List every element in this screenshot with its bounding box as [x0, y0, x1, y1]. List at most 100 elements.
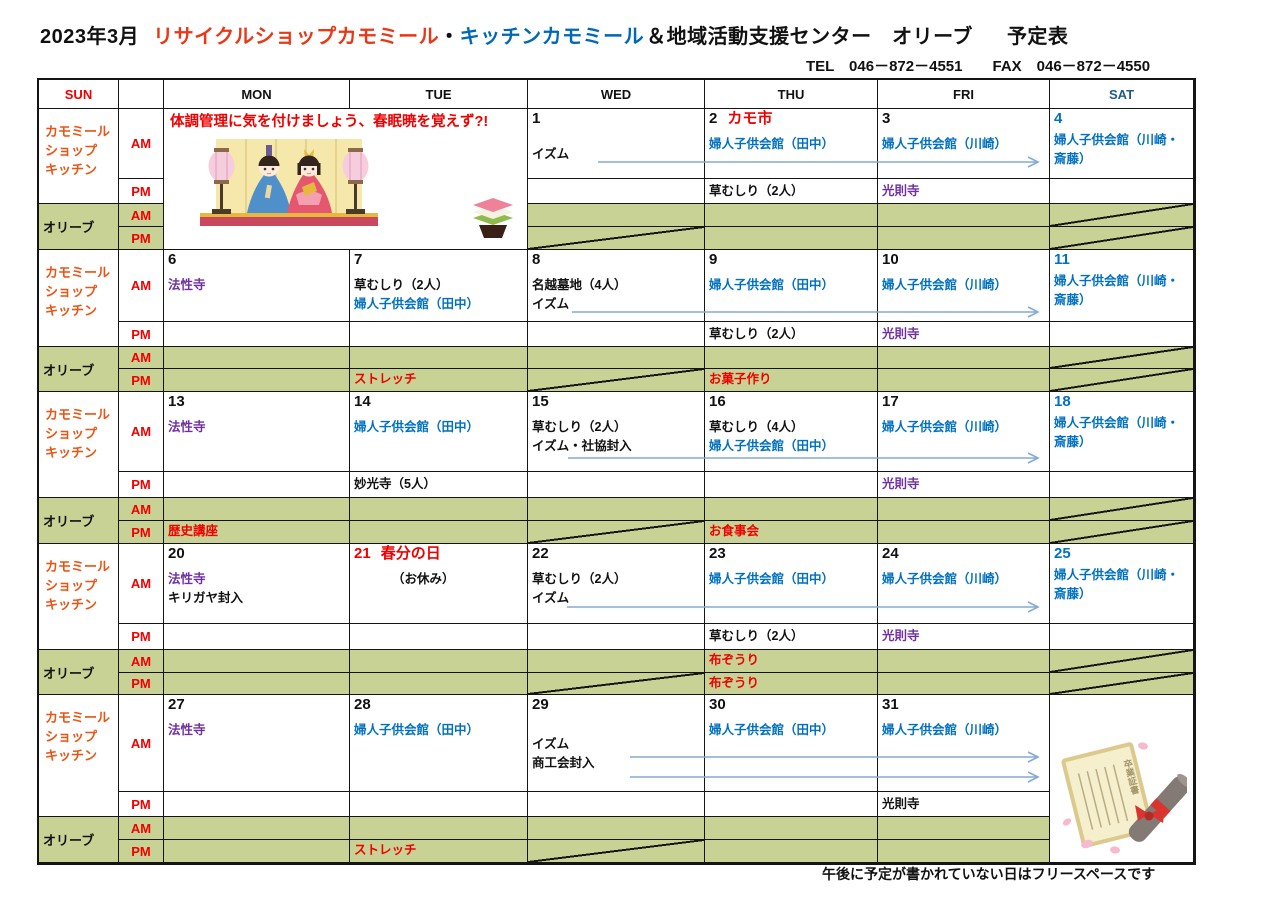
- olive-cell: お菓子作り: [705, 369, 878, 392]
- event-text: 婦人子供会館（田中）: [709, 278, 835, 292]
- day-cell: 18 婦人子供会館（川崎・斎藤）: [1050, 392, 1194, 472]
- olive-cell: 布ぞうり: [705, 673, 878, 695]
- olive-cell: [528, 650, 705, 673]
- title-month: 2023年3月: [40, 26, 140, 48]
- event-text: 草むしり（4人）: [709, 420, 804, 434]
- day-cell: 4 婦人子供会館（川崎・斎藤）: [1050, 109, 1194, 179]
- olive-cell: [705, 840, 878, 863]
- event-text: 婦人子供会館（田中）: [354, 723, 480, 737]
- olive-cell-closed: [528, 227, 705, 250]
- olive-cell-closed: [1050, 227, 1194, 250]
- event-text: 婦人子供会館（川崎・斎藤）: [1054, 274, 1180, 307]
- olive-cell: [878, 347, 1050, 369]
- olive-cell: [164, 817, 350, 840]
- event-text: 草むしり（2人）: [709, 629, 804, 643]
- olive-row-label: オリーブ: [39, 347, 119, 392]
- event-text: 光則寺: [882, 327, 920, 341]
- event-text: 光則寺: [882, 629, 920, 643]
- event-text: 婦人子供会館（田中）: [709, 723, 835, 737]
- ampm-label: PM: [119, 521, 164, 544]
- day-cell: [1050, 624, 1194, 650]
- event-text: 婦人子供会館（川崎・斎藤）: [1054, 133, 1180, 166]
- olive-cell: [350, 521, 528, 544]
- fax-number: FAX 046－872－4550: [992, 58, 1151, 75]
- olive-cell: [878, 840, 1050, 863]
- event-text: イズム: [532, 147, 570, 161]
- day-cell: 20 法性寺 キリガヤ封入: [164, 544, 350, 624]
- day-cell: [350, 322, 528, 347]
- date-number: 2: [709, 110, 718, 127]
- olive-row-label: オリーブ: [39, 817, 119, 863]
- event-text: イズム: [532, 737, 570, 751]
- olive-cell: [878, 369, 1050, 392]
- day-header-mon: MON: [164, 80, 350, 109]
- olive-cell: ストレッチ: [350, 369, 528, 392]
- day-header-spacer: [119, 80, 164, 109]
- ampm-label: PM: [119, 227, 164, 250]
- olive-cell: [164, 650, 350, 673]
- chamomile-row-label: カモミール ショップ キッチン: [39, 544, 119, 650]
- day-header-thu: THU: [705, 80, 878, 109]
- olive-cell: [350, 817, 528, 840]
- olive-cell: [350, 498, 528, 521]
- day-cell: [1050, 322, 1194, 347]
- olive-cell-closed: [1050, 521, 1194, 544]
- ampm-label: AM: [119, 109, 164, 179]
- day-header-wed: WED: [528, 80, 705, 109]
- calendar-table: SUN MON TUE WED THU FRI SAT カモミール ショップ キ…: [37, 78, 1196, 865]
- day-cell: [528, 179, 705, 204]
- day-cell: 11 婦人子供会館（川崎・斎藤）: [1050, 250, 1194, 322]
- event-text: 法性寺: [168, 572, 206, 586]
- hina-dolls-illustration: [200, 139, 378, 226]
- olive-cell: [878, 521, 1050, 544]
- olive-cell: [528, 347, 705, 369]
- day-cell: 2 カモ市 婦人子供会館（田中）: [705, 109, 878, 179]
- diploma-cell: 卒業証書: [1050, 695, 1194, 863]
- day-cell: 27 法性寺: [164, 695, 350, 792]
- day-header-tue: TUE: [350, 80, 528, 109]
- event-text: 婦人子供会館（田中）: [709, 572, 835, 586]
- event-text: 法性寺: [168, 278, 206, 292]
- date-number: 13: [168, 393, 185, 410]
- olive-cell: [878, 227, 1050, 250]
- olive-row-label: オリーブ: [39, 650, 119, 695]
- date-number: 25: [1054, 545, 1071, 562]
- olive-cell: [164, 498, 350, 521]
- olive-event-text: ストレッチ: [354, 372, 417, 386]
- olive-cell: [164, 347, 350, 369]
- olive-cell: [164, 673, 350, 695]
- day-cell: 15 草むしり（2人） イズム・社協封入: [528, 392, 705, 472]
- olive-event-text: 布ぞうり: [709, 653, 760, 667]
- day-cell: [350, 792, 528, 817]
- olive-cell-closed: [1050, 204, 1194, 227]
- ampm-label: AM: [119, 695, 164, 792]
- day-cell: 3 婦人子供会館（川崎）: [878, 109, 1050, 179]
- day-cell: 17 婦人子供会館（川崎）: [878, 392, 1050, 472]
- event-text: キリガヤ封入: [168, 591, 244, 605]
- olive-event-text: ストレッチ: [354, 843, 417, 857]
- event-text: 草むしり（2人）: [532, 420, 627, 434]
- day-cell: [164, 472, 350, 498]
- date-number: 22: [532, 545, 549, 562]
- olive-cell: お食事会: [705, 521, 878, 544]
- day-cell: 16 草むしり（4人） 婦人子供会館（田中）: [705, 392, 878, 472]
- day-cell: 24 婦人子供会館（川崎）: [878, 544, 1050, 624]
- date-number: 31: [882, 696, 899, 713]
- diploma-illustration: 卒業証書: [1060, 742, 1187, 854]
- day-cell: [705, 472, 878, 498]
- day-cell: 10 婦人子供会館（川崎）: [878, 250, 1050, 322]
- day-cell: [164, 322, 350, 347]
- olive-cell: [350, 347, 528, 369]
- page-title: 2023年3月 リサイクルショップカモミール ・ キッチンカモミール ＆地域活動…: [40, 20, 1068, 49]
- event-text: 妙光寺（5人）: [354, 477, 436, 491]
- event-text: 婦人子供会館（川崎）: [882, 723, 1008, 737]
- date-number: 17: [882, 393, 899, 410]
- olive-event-text: 布ぞうり: [709, 676, 760, 690]
- day-header-fri: FRI: [878, 80, 1050, 109]
- event-text: 婦人子供会館（田中）: [354, 297, 480, 311]
- event-text: 商工会封入: [532, 756, 595, 770]
- olive-cell: [705, 347, 878, 369]
- event-text: イズム: [532, 591, 570, 605]
- olive-cell: [528, 498, 705, 521]
